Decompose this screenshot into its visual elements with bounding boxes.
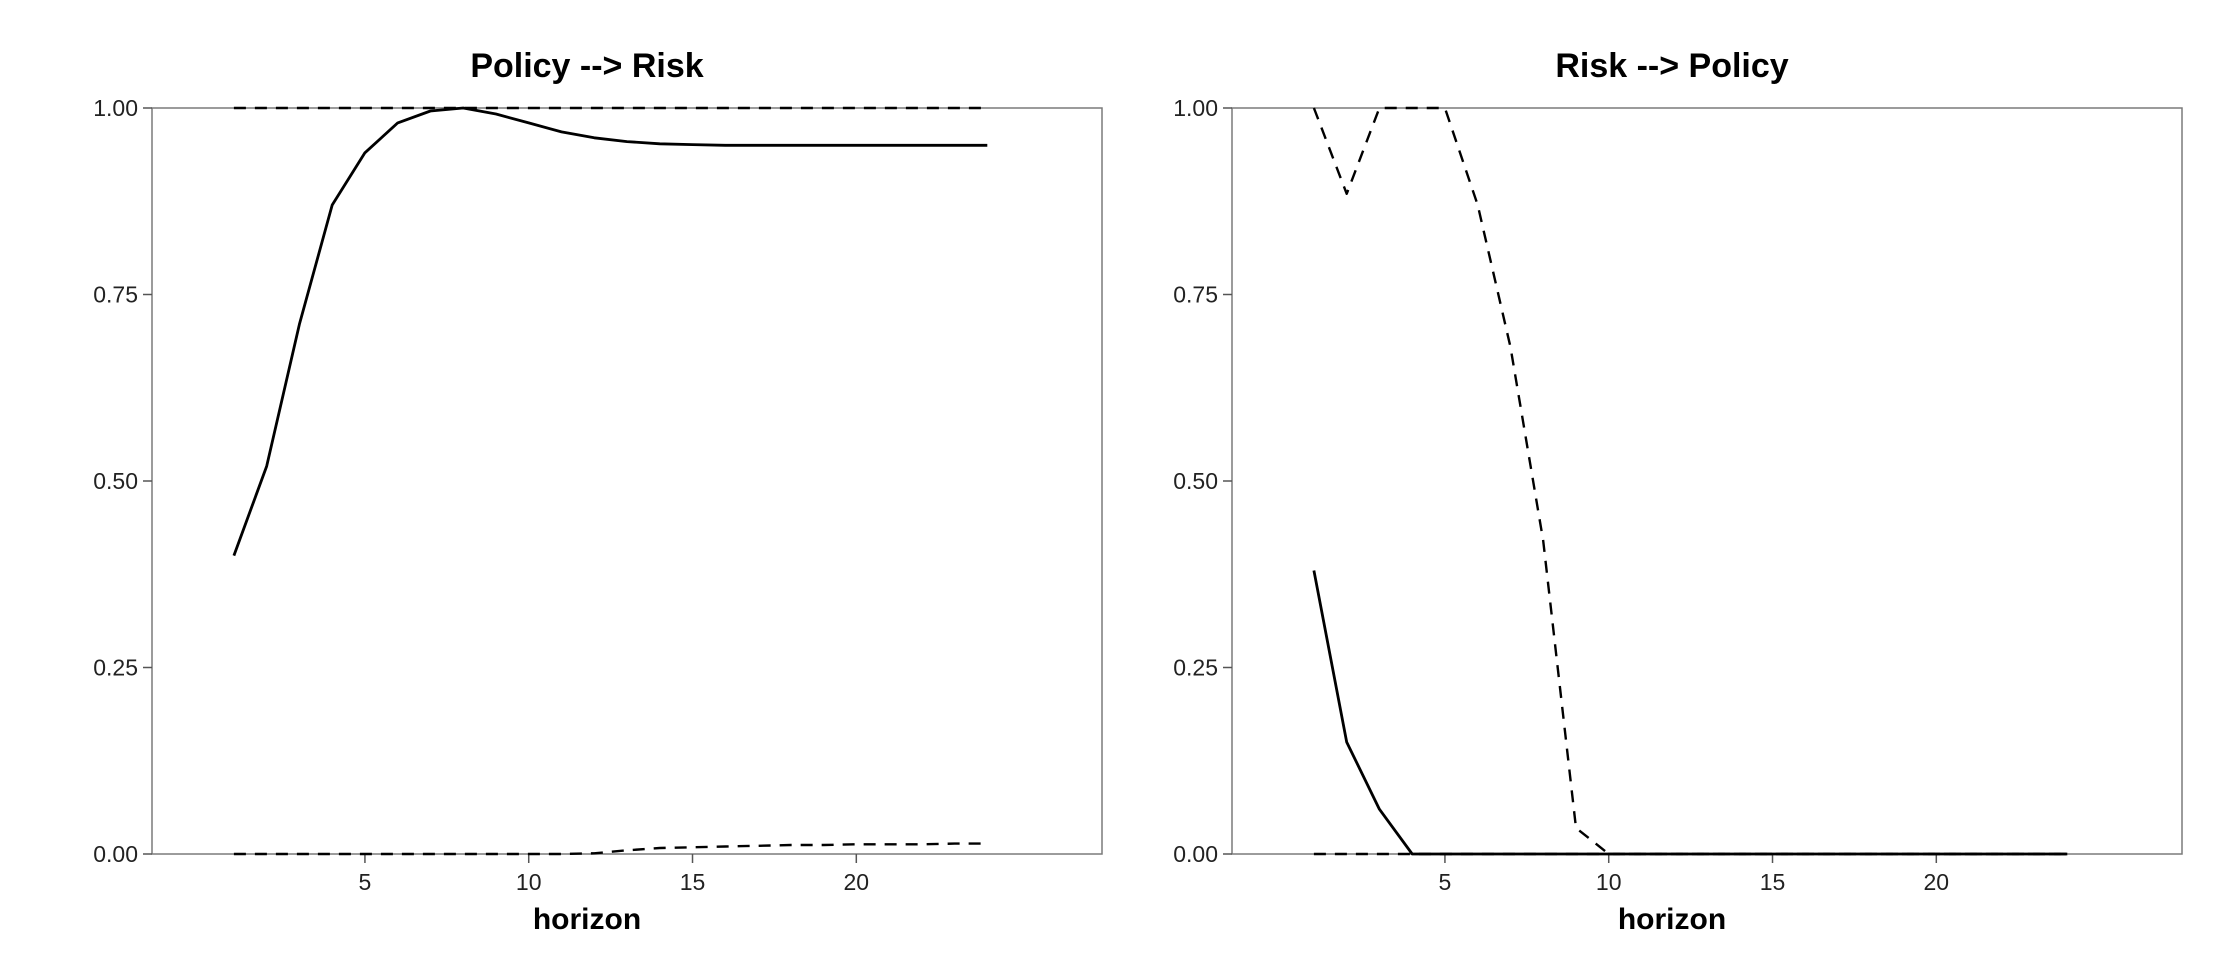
y-tick-label: 0.50 [1173,468,1218,494]
panel-policy-to-risk: Policy --> Risk 5 10 15 20 0.00 0.25 0.50 0.75 1… [93,47,1103,936]
dashed-bound-line-1 [1312,106,2068,856]
y-tick-label: 0.75 [1173,282,1218,308]
x-tick-label: 10 [1596,869,1622,895]
x-tick-label: 15 [680,869,706,895]
y-tick-label: 0.00 [1173,841,1218,867]
series-group [1312,106,2068,856]
solid-estimate-line-0 [232,106,988,557]
y-tick-label: 1.00 [93,95,138,121]
tick-group: 5 10 15 20 0.00 0.25 0.50 0.75 1.00 [93,95,869,895]
plot-frame [151,107,1103,855]
series-group [232,106,988,856]
solid-estimate-line-0 [1312,570,2068,856]
y-tick-label: 0.50 [93,468,138,494]
panel-risk-to-policy: Risk --> Policy 5 10 15 20 0.00 0.25 0.50 0.75 1… [1173,47,2183,936]
x-tick-label: 20 [844,869,870,895]
panel-title: Risk --> Policy [1555,47,1788,85]
x-tick-label: 5 [1439,869,1452,895]
y-tick-label: 0.25 [1173,655,1218,681]
x-tick-label: 15 [1760,869,1786,895]
y-tick-label: 0.75 [93,282,138,308]
y-tick-label: 0.00 [93,841,138,867]
x-axis-label: horizon [1618,903,1726,936]
x-tick-label: 10 [516,869,542,895]
y-tick-label: 0.25 [93,655,138,681]
x-axis-label: horizon [533,903,641,936]
y-tick-label: 1.00 [1173,95,1218,121]
x-tick-label: 5 [359,869,372,895]
x-tick-label: 20 [1924,869,1950,895]
plot-frame [1231,107,2183,855]
tick-group: 5 10 15 20 0.00 0.25 0.50 0.75 1.00 [1173,95,1949,895]
dashed-bound-line-2 [233,842,988,856]
panel-title: Policy --> Risk [470,47,703,85]
